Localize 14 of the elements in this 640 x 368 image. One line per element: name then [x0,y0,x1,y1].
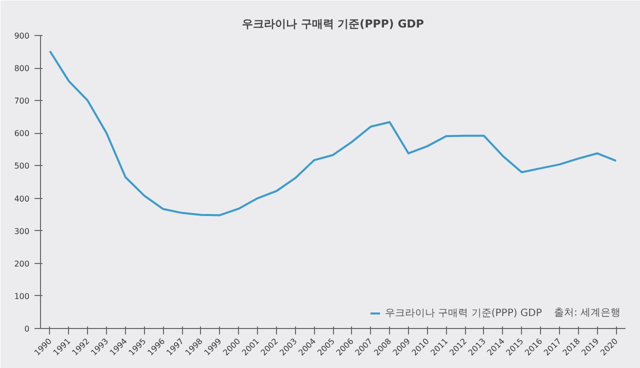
y-tick-label: 800 [14,64,30,74]
y-tick-label: 900 [14,32,30,40]
line-series [48,50,618,216]
y-tick-label: 500 [14,162,30,171]
annotation: 출처: 세계은행 [554,308,621,318]
y-tick-label: 300 [14,226,30,236]
y-tick-label: 600 [14,129,30,138]
y-tick-label: 0 [24,324,30,334]
y-tick-label: 700 [14,96,30,106]
y-tick-label: 100 [14,292,30,301]
legend-label: 우크라이나 구매력 기준(PPP) GDP [385,307,542,320]
y-tick-label: 400 [14,194,30,204]
y-tick-label: 200 [14,259,30,268]
chart-title: 우크라이나 구매력 기준(PPP) GDP [242,18,424,30]
